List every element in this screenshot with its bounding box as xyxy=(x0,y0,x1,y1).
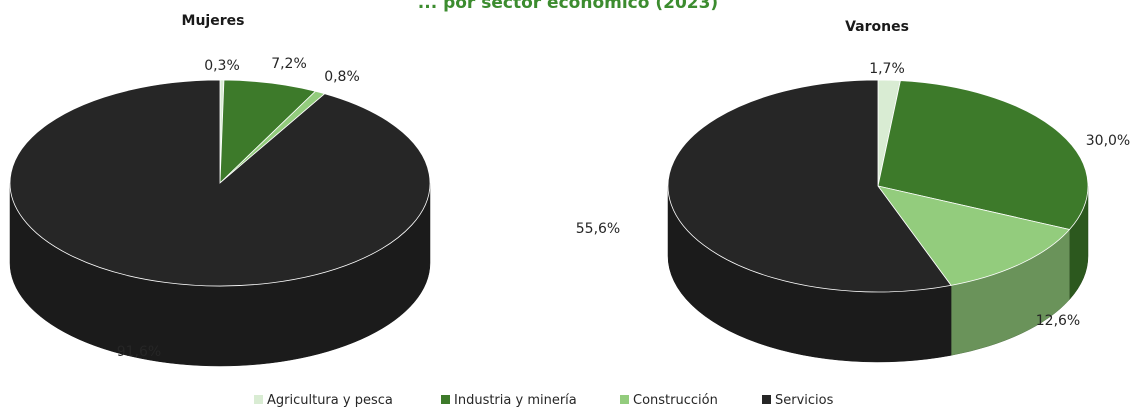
data-label-varones-ind: 30,0% xyxy=(1086,133,1130,149)
legend-label-cons: Construcción xyxy=(633,393,718,407)
data-label-mujeres-serv: 91,6% xyxy=(117,344,161,360)
legend-label-ind: Industria y minería xyxy=(454,393,577,407)
pie-mujeres: Mujeres 0,3% 7,2% 0,8% 91,6% xyxy=(9,13,431,367)
slice-mujeres-serv xyxy=(9,79,431,287)
slice-varones-serv xyxy=(667,79,952,293)
data-label-varones-agri: 1,7% xyxy=(869,61,905,77)
legend-swatch-ind xyxy=(441,395,450,404)
slice-varones-ind xyxy=(877,80,1089,230)
data-label-varones-cons: 12,6% xyxy=(1036,313,1080,329)
legend-swatch-agri xyxy=(254,395,263,404)
legend-swatch-serv xyxy=(762,395,771,404)
legend-label-serv: Servicios xyxy=(775,393,834,407)
pie-title-varones: Varones xyxy=(845,19,909,35)
legend-item-cons: Construcción xyxy=(620,393,718,407)
slice-varones-cons xyxy=(877,185,1071,286)
legend-item-ind: Industria y minería xyxy=(441,393,577,407)
legend-item-serv: Servicios xyxy=(762,393,834,407)
pie-title-mujeres: Mujeres xyxy=(182,13,245,29)
data-label-varones-serv: 55,6% xyxy=(576,221,620,237)
pie-varones: Varones 1,7% 30,0% 12,6% 55,6% xyxy=(576,19,1130,363)
legend-swatch-cons xyxy=(620,395,629,404)
legend: Agricultura y pesca Industria y minería Co… xyxy=(254,393,834,407)
chart-title: ... por sector económico (2023) xyxy=(418,0,718,13)
data-label-mujeres-agri: 0,3% xyxy=(204,58,240,74)
data-label-mujeres-cons: 0,8% xyxy=(324,69,360,85)
data-label-mujeres-ind: 7,2% xyxy=(271,56,307,72)
legend-item-agri: Agricultura y pesca xyxy=(254,393,393,407)
legend-label-agri: Agricultura y pesca xyxy=(267,393,393,407)
